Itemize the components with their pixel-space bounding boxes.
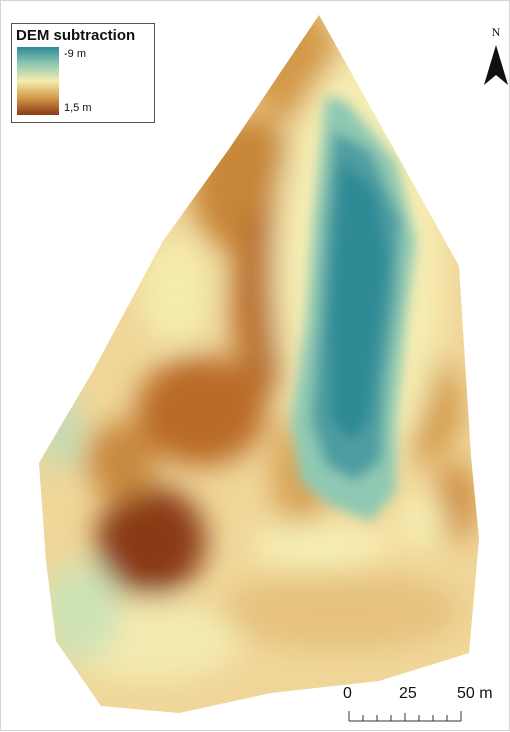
north-arrow-icon xyxy=(484,45,508,85)
north-arrow: N xyxy=(481,25,510,89)
north-label: N xyxy=(491,25,501,39)
legend-min-label: -9 m xyxy=(64,48,86,60)
scale-label-50: 50 m xyxy=(457,685,493,702)
legend-title: DEM subtraction xyxy=(16,27,136,44)
scale-label-25: 25 xyxy=(399,685,417,702)
color-ramp xyxy=(17,47,59,115)
scale-bar-ticks xyxy=(348,711,462,722)
scale-label-0: 0 xyxy=(343,685,352,702)
scale-bar: 0 25 50 m xyxy=(339,685,499,725)
legend-max-label: 1,5 m xyxy=(64,102,92,114)
legend-box: DEM subtraction -9 m 1,5 m xyxy=(11,23,155,123)
